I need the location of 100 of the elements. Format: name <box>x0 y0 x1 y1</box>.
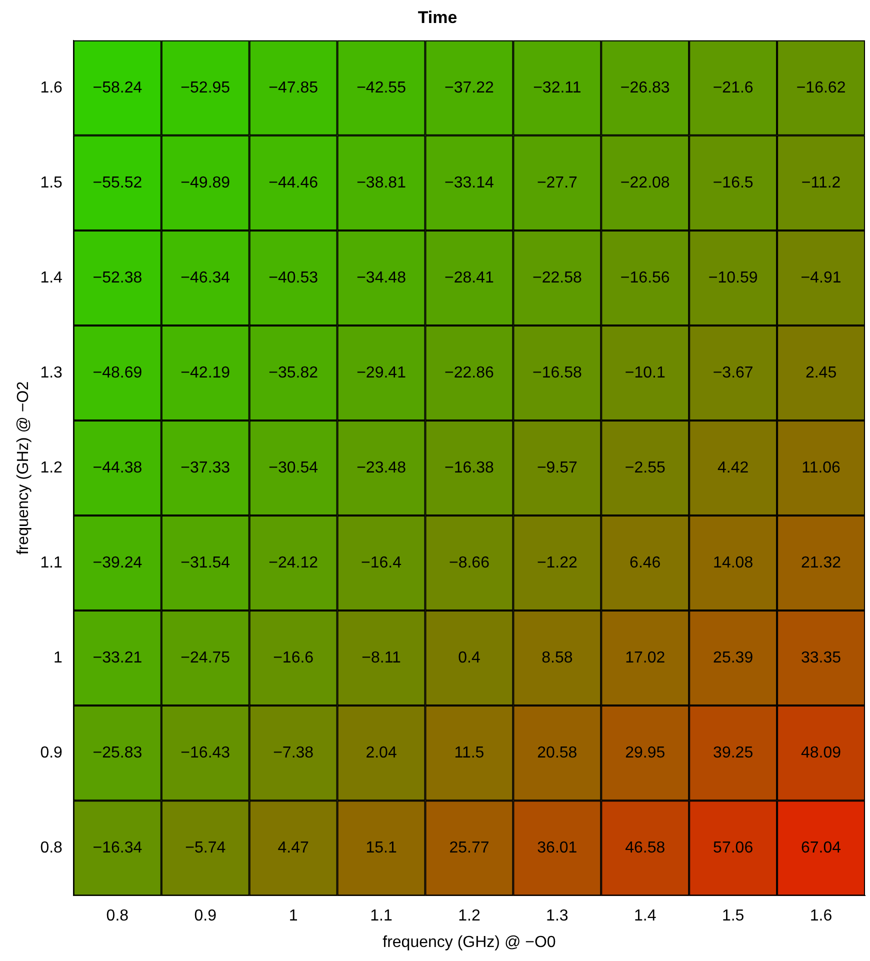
data-label: −22.86 <box>444 364 494 382</box>
data-label: −24.75 <box>180 649 230 666</box>
data-label: −26.83 <box>620 79 670 96</box>
data-label: −39.24 <box>92 554 142 572</box>
data-label: −58.24 <box>92 79 142 96</box>
data-label: 11.5 <box>454 744 484 762</box>
data-label: −33.21 <box>92 649 142 666</box>
data-label: −23.48 <box>356 459 406 476</box>
data-label: −16.5 <box>712 174 754 192</box>
data-label: 0.4 <box>458 649 480 666</box>
data-label: −16.6 <box>273 649 314 666</box>
data-label: −38.81 <box>356 174 406 192</box>
data-label: 8.58 <box>542 649 573 666</box>
data-label: −5.74 <box>185 839 226 856</box>
data-label: −48.69 <box>92 364 142 382</box>
data-label: −11.2 <box>801 174 841 192</box>
data-label: −16.62 <box>796 79 846 96</box>
data-label: −49.89 <box>180 174 230 192</box>
data-label: 11.06 <box>802 459 841 476</box>
data-label: 33.35 <box>801 649 842 666</box>
data-label: −34.48 <box>356 269 406 286</box>
data-label: −3.67 <box>712 364 754 382</box>
data-label: −44.38 <box>92 459 142 476</box>
data-label: −16.56 <box>620 269 670 286</box>
data-label: −7.38 <box>273 744 314 762</box>
data-label: −55.52 <box>92 174 142 192</box>
data-label: 29.95 <box>625 744 666 762</box>
data-label: 25.77 <box>449 839 490 856</box>
x-tick-label: 1.5 <box>722 908 744 925</box>
data-label: −46.34 <box>180 269 230 286</box>
data-label: −2.55 <box>624 459 666 476</box>
data-label: 2.45 <box>805 364 837 382</box>
data-label: −8.66 <box>448 554 490 572</box>
x-tick-label: 1 <box>288 908 298 925</box>
y-tick-label: 1.5 <box>40 174 63 192</box>
x-tick-label: 0.9 <box>194 908 217 925</box>
data-label: −8.11 <box>362 649 402 666</box>
data-label: −42.19 <box>180 364 230 382</box>
data-label: −37.22 <box>444 79 494 96</box>
data-label: −22.08 <box>620 174 670 192</box>
y-tick-label: 0.8 <box>40 839 63 856</box>
data-label: −16.4 <box>361 554 402 572</box>
data-label: −16.38 <box>444 459 494 476</box>
data-label: −40.53 <box>268 269 318 286</box>
data-label: −44.46 <box>268 174 318 192</box>
data-label: −4.91 <box>800 269 842 286</box>
data-label: 15.1 <box>366 839 397 856</box>
data-label: 57.06 <box>713 839 754 856</box>
x-tick-label: 1.1 <box>370 908 392 925</box>
y-tick-label: 1 <box>54 649 63 666</box>
data-label: 39.25 <box>713 744 754 762</box>
data-label: −37.33 <box>180 459 230 476</box>
data-label: −30.54 <box>268 459 318 476</box>
data-label: 20.58 <box>537 744 578 762</box>
data-label: 4.47 <box>278 839 309 856</box>
data-label: −16.43 <box>180 744 230 762</box>
data-label: 25.39 <box>713 649 754 666</box>
data-label: 67.04 <box>801 839 842 856</box>
data-label: −52.95 <box>180 79 230 96</box>
y-tick-label: 1.4 <box>40 269 63 286</box>
data-label: −1.22 <box>536 554 578 572</box>
x-axis-title: frequency (GHz) @ −O0 <box>382 934 556 951</box>
data-label: −10.1 <box>624 364 666 382</box>
y-tick-label: 1.3 <box>40 364 63 382</box>
y-tick-label: 1.6 <box>40 79 63 96</box>
data-label: −25.83 <box>92 744 142 762</box>
y-tick-label: 1.1 <box>40 554 63 572</box>
data-label: −33.14 <box>444 174 494 192</box>
data-label: 17.02 <box>625 649 666 666</box>
x-tick-label: 1.3 <box>546 908 568 925</box>
x-tick-label: 1.6 <box>810 908 832 925</box>
data-label: −24.12 <box>268 554 318 572</box>
data-label: −16.58 <box>532 364 582 382</box>
y-tick-label: 0.9 <box>40 744 63 762</box>
data-label: 2.04 <box>366 744 397 762</box>
y-axis-title: frequency (GHz) @ −O2 <box>15 381 32 555</box>
data-label: 36.01 <box>537 839 578 856</box>
data-label: −29.41 <box>356 364 406 382</box>
data-label: −22.58 <box>532 269 582 286</box>
data-label: 46.58 <box>625 839 666 856</box>
data-label: −47.85 <box>268 79 318 96</box>
data-label: −10.59 <box>708 269 758 286</box>
data-label: −31.54 <box>180 554 230 572</box>
data-label: −52.38 <box>92 269 142 286</box>
data-label: −35.82 <box>268 364 318 382</box>
x-tick-label: 0.8 <box>106 908 129 925</box>
data-label: 4.42 <box>718 459 749 476</box>
data-label: −27.7 <box>536 174 578 192</box>
data-label: −21.6 <box>712 79 754 96</box>
data-label: −42.55 <box>356 79 406 96</box>
data-label: −9.57 <box>536 459 578 476</box>
data-label: −16.34 <box>92 839 142 856</box>
data-label: −32.11 <box>533 79 582 96</box>
x-tick-label: 1.2 <box>458 908 480 925</box>
chart-title: Time <box>418 8 458 27</box>
x-tick-label: 1.4 <box>634 908 656 925</box>
data-label: 14.08 <box>713 554 754 572</box>
data-label: 21.32 <box>801 554 842 572</box>
data-label: −28.41 <box>444 269 494 286</box>
data-label: 6.46 <box>630 554 661 572</box>
